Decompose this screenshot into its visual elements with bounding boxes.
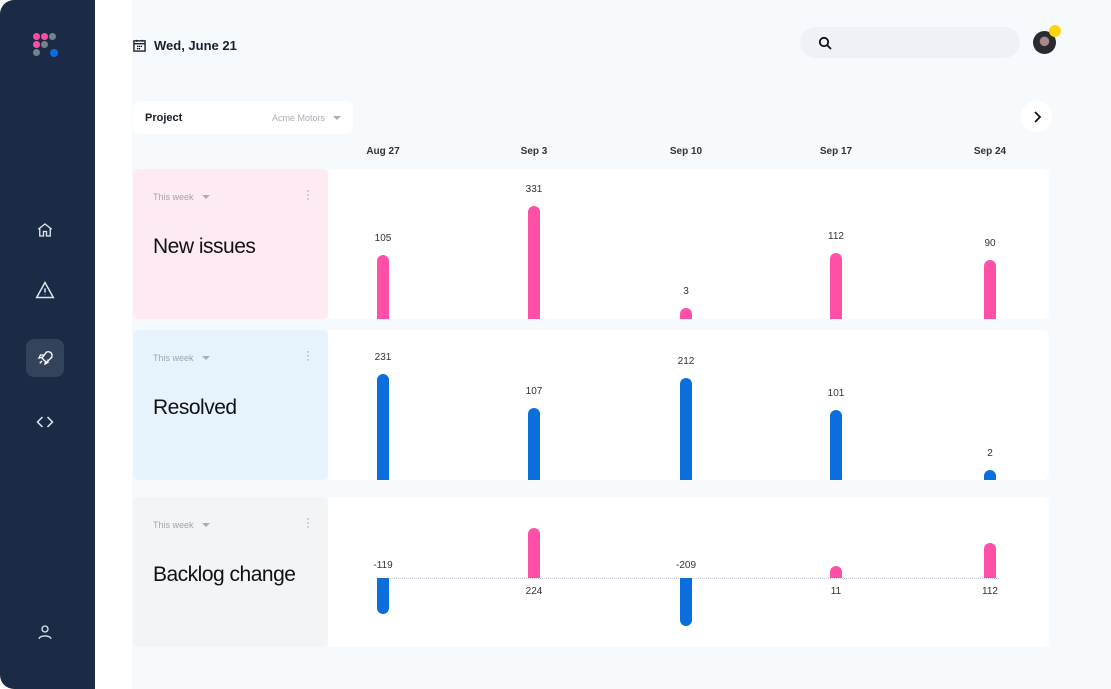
data-label: 112 bbox=[982, 586, 998, 597]
sidebar-item-code[interactable] bbox=[26, 403, 64, 441]
column-header: Sep 3 bbox=[520, 146, 548, 157]
bar bbox=[830, 253, 842, 319]
data-label: 2 bbox=[987, 448, 993, 459]
data-label: 112 bbox=[828, 231, 844, 243]
data-label: 90 bbox=[984, 238, 996, 250]
data-label: 3 bbox=[683, 286, 689, 298]
bar bbox=[377, 255, 389, 319]
warning-icon bbox=[35, 280, 55, 299]
bar bbox=[377, 578, 389, 615]
chevron-down-icon bbox=[333, 115, 341, 120]
calendar-icon bbox=[133, 39, 146, 52]
sidebar-item-alerts[interactable] bbox=[26, 271, 64, 309]
chevron-right-icon bbox=[1033, 110, 1041, 123]
code-icon bbox=[36, 416, 54, 428]
data-label: 107 bbox=[525, 385, 543, 397]
period-select[interactable]: This week bbox=[153, 192, 210, 202]
avatar[interactable] bbox=[1033, 31, 1056, 54]
more-options-icon[interactable]: · · · bbox=[306, 185, 310, 205]
bar bbox=[984, 470, 996, 480]
bar-chart: -119 224 -209 11 112 bbox=[328, 497, 1049, 647]
period-label: This week bbox=[153, 520, 194, 530]
chevron-down-icon bbox=[201, 523, 210, 527]
project-label: Project bbox=[145, 111, 183, 124]
data-label: 212 bbox=[677, 356, 695, 368]
bar bbox=[984, 542, 996, 578]
data-label: 11 bbox=[830, 586, 842, 597]
chevron-down-icon bbox=[201, 356, 210, 360]
logo bbox=[33, 33, 61, 61]
bar bbox=[680, 378, 692, 480]
period-select[interactable]: This week bbox=[153, 353, 210, 363]
metric-card: This week · · · Backlog change bbox=[133, 497, 328, 647]
bar bbox=[830, 566, 842, 578]
data-label: 231 bbox=[374, 352, 392, 363]
column-header: Aug 27 bbox=[366, 146, 400, 157]
date-display: Wed, June 21 bbox=[133, 38, 237, 53]
metric-title: Backlog change bbox=[153, 563, 296, 586]
bar bbox=[680, 308, 692, 319]
metric-card: This week · · · New issues bbox=[133, 169, 328, 319]
period-select[interactable]: This week bbox=[153, 520, 210, 530]
bar bbox=[528, 528, 540, 578]
home-icon bbox=[37, 223, 53, 237]
data-label: 101 bbox=[827, 387, 845, 399]
data-label: 331 bbox=[525, 184, 543, 195]
rocket-icon bbox=[37, 351, 53, 366]
metric-title: Resolved bbox=[153, 396, 237, 419]
sidebar bbox=[0, 0, 95, 689]
data-label: 224 bbox=[525, 586, 543, 597]
bar bbox=[830, 409, 842, 480]
more-options-icon[interactable]: · · · bbox=[306, 513, 310, 533]
next-button[interactable] bbox=[1021, 101, 1052, 132]
sidebar-item-home[interactable] bbox=[26, 211, 64, 249]
metric-card: This week · · · Resolved bbox=[133, 330, 328, 480]
bar bbox=[528, 407, 540, 480]
bar bbox=[528, 206, 540, 319]
user-icon bbox=[38, 625, 52, 640]
column-header: Sep 10 bbox=[669, 146, 703, 157]
more-options-icon[interactable]: · · · bbox=[306, 346, 310, 366]
search-icon bbox=[818, 36, 832, 50]
chevron-down-icon bbox=[201, 195, 210, 199]
period-label: This week bbox=[153, 192, 194, 202]
search-input[interactable] bbox=[800, 27, 1020, 58]
sidebar-item-profile[interactable] bbox=[26, 613, 64, 651]
bar bbox=[984, 260, 996, 319]
data-label: -209 bbox=[675, 560, 697, 571]
column-header: Sep 17 bbox=[819, 146, 853, 157]
data-label: 105 bbox=[374, 233, 392, 245]
project-select[interactable]: Project Acme Motors bbox=[133, 101, 353, 134]
bar bbox=[680, 578, 692, 627]
period-label: This week bbox=[153, 353, 194, 363]
column-header: Sep 24 bbox=[973, 146, 1007, 157]
date-text: Wed, June 21 bbox=[154, 38, 237, 53]
sidebar-item-rocket[interactable] bbox=[26, 339, 64, 377]
bar bbox=[377, 374, 389, 480]
project-value: Acme Motors bbox=[271, 112, 325, 123]
metric-title: New issues bbox=[153, 235, 256, 258]
bar-chart: 231 107 212 101 2 bbox=[328, 330, 1049, 480]
data-label: -119 bbox=[373, 560, 393, 571]
notification-dot bbox=[1049, 25, 1061, 37]
bar-chart: 105 331 3 112 90 bbox=[328, 169, 1049, 319]
